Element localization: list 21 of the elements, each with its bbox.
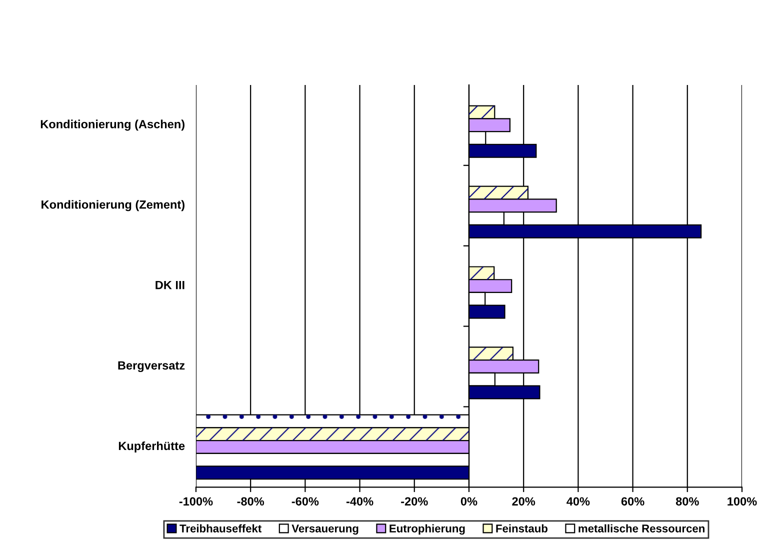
x-tick-label: 0% <box>460 497 478 506</box>
x-tick-label: -60% <box>292 497 319 506</box>
x-tick-label: -20% <box>401 497 428 506</box>
y-tick-label: Kupferhütte <box>118 441 185 452</box>
x-tick-label: 100% <box>728 497 757 506</box>
legend-label: Versauerung <box>292 524 358 535</box>
x-tick-label: -80% <box>237 497 264 506</box>
legend-label: Eutrophierung <box>390 524 465 535</box>
y-tick-label: Konditionierung (Zement) <box>42 200 184 212</box>
x-tick-label: 20% <box>512 497 536 506</box>
legend-label: Treibhauseffekt <box>180 524 262 532</box>
legend-label: Feinstaub <box>496 524 548 532</box>
legend-label: metallische Ressourcen <box>578 524 704 532</box>
x-tick-label: 80% <box>676 497 699 506</box>
y-tick-label: Bergversatz <box>118 361 185 372</box>
y-tick-label: DK III <box>156 280 184 290</box>
x-tick-label: -40% <box>346 497 374 506</box>
y-tick-label: Konditionierung (Aschen) <box>40 120 184 131</box>
x-tick-label: -100% <box>179 497 213 506</box>
x-tick-label: 60% <box>621 497 644 506</box>
x-tick-label: 40% <box>566 497 590 506</box>
